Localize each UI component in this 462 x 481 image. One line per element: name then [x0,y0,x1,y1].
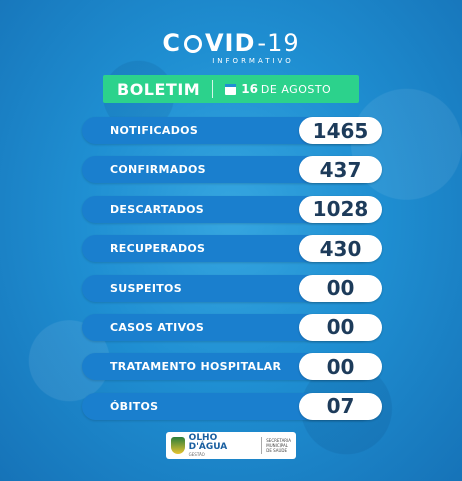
virus-icon [183,35,202,53]
stat-value: 437 [299,156,382,184]
footer-logo: OLHO D'ÁGUA GESTÃO SECRETARIA MUNICIPAL … [166,432,296,459]
date-day: 16 [241,82,258,96]
header: C VID -19 INFORMATIVO [0,30,462,65]
stat-row-confirmados: CONFIRMADOS 437 [82,156,382,184]
stat-row-descartados: DESCARTADOS 1028 [82,195,382,223]
calendar-icon [225,83,237,95]
stat-value: 00 [299,313,382,341]
stat-value: 00 [299,353,382,381]
boletim-label: BOLETIM [117,79,201,99]
stat-value: 430 [299,235,382,263]
city-sub: GESTÃO [188,452,205,457]
boletim-divider [212,80,214,98]
stat-row-obitos: ÓBITOS 07 [82,392,382,420]
city-crest-icon [171,437,185,454]
date-month: DE AGOSTO [260,82,332,96]
footer-divider [261,437,263,454]
stat-row-tratamento-hospitalar: TRATAMENTO HOSPITALAR 00 [82,353,382,381]
city-block: OLHO D'ÁGUA GESTÃO [188,433,258,458]
stat-row-casos-ativos: CASOS ATIVOS 00 [82,313,382,341]
stat-value: 07 [299,392,382,420]
stat-row-suspeitos: SUSPEITOS 00 [82,274,382,302]
city-name: OLHO D'ÁGUA [188,433,228,452]
stat-row-notificados: NOTIFICADOS 1465 [82,117,382,144]
secretaria-line3: DE SAÚDE [266,448,288,453]
title-suffix: -19 [257,29,300,57]
boletim-bar: BOLETIM 16 DE AGOSTO [103,75,359,103]
secretaria-line2: MUNICIPAL [266,443,288,448]
stat-row-recuperados: RECUPERADOS 430 [82,235,382,263]
page-title: C VID -19 [162,30,299,56]
stats-list: NOTIFICADOS 1465 CONFIRMADOS 437 DESCART… [82,117,382,432]
stat-value: 1465 [299,117,382,144]
title-prefix: C [162,29,181,57]
secretaria-line1: SECRETARIA [266,438,291,443]
stat-value: 00 [299,274,382,302]
title-main: VID [204,29,256,57]
subtitle: INFORMATIVO [212,57,294,65]
secretaria-block: SECRETARIA MUNICIPAL DE SAÚDE [266,438,291,453]
stat-value: 1028 [299,195,382,223]
